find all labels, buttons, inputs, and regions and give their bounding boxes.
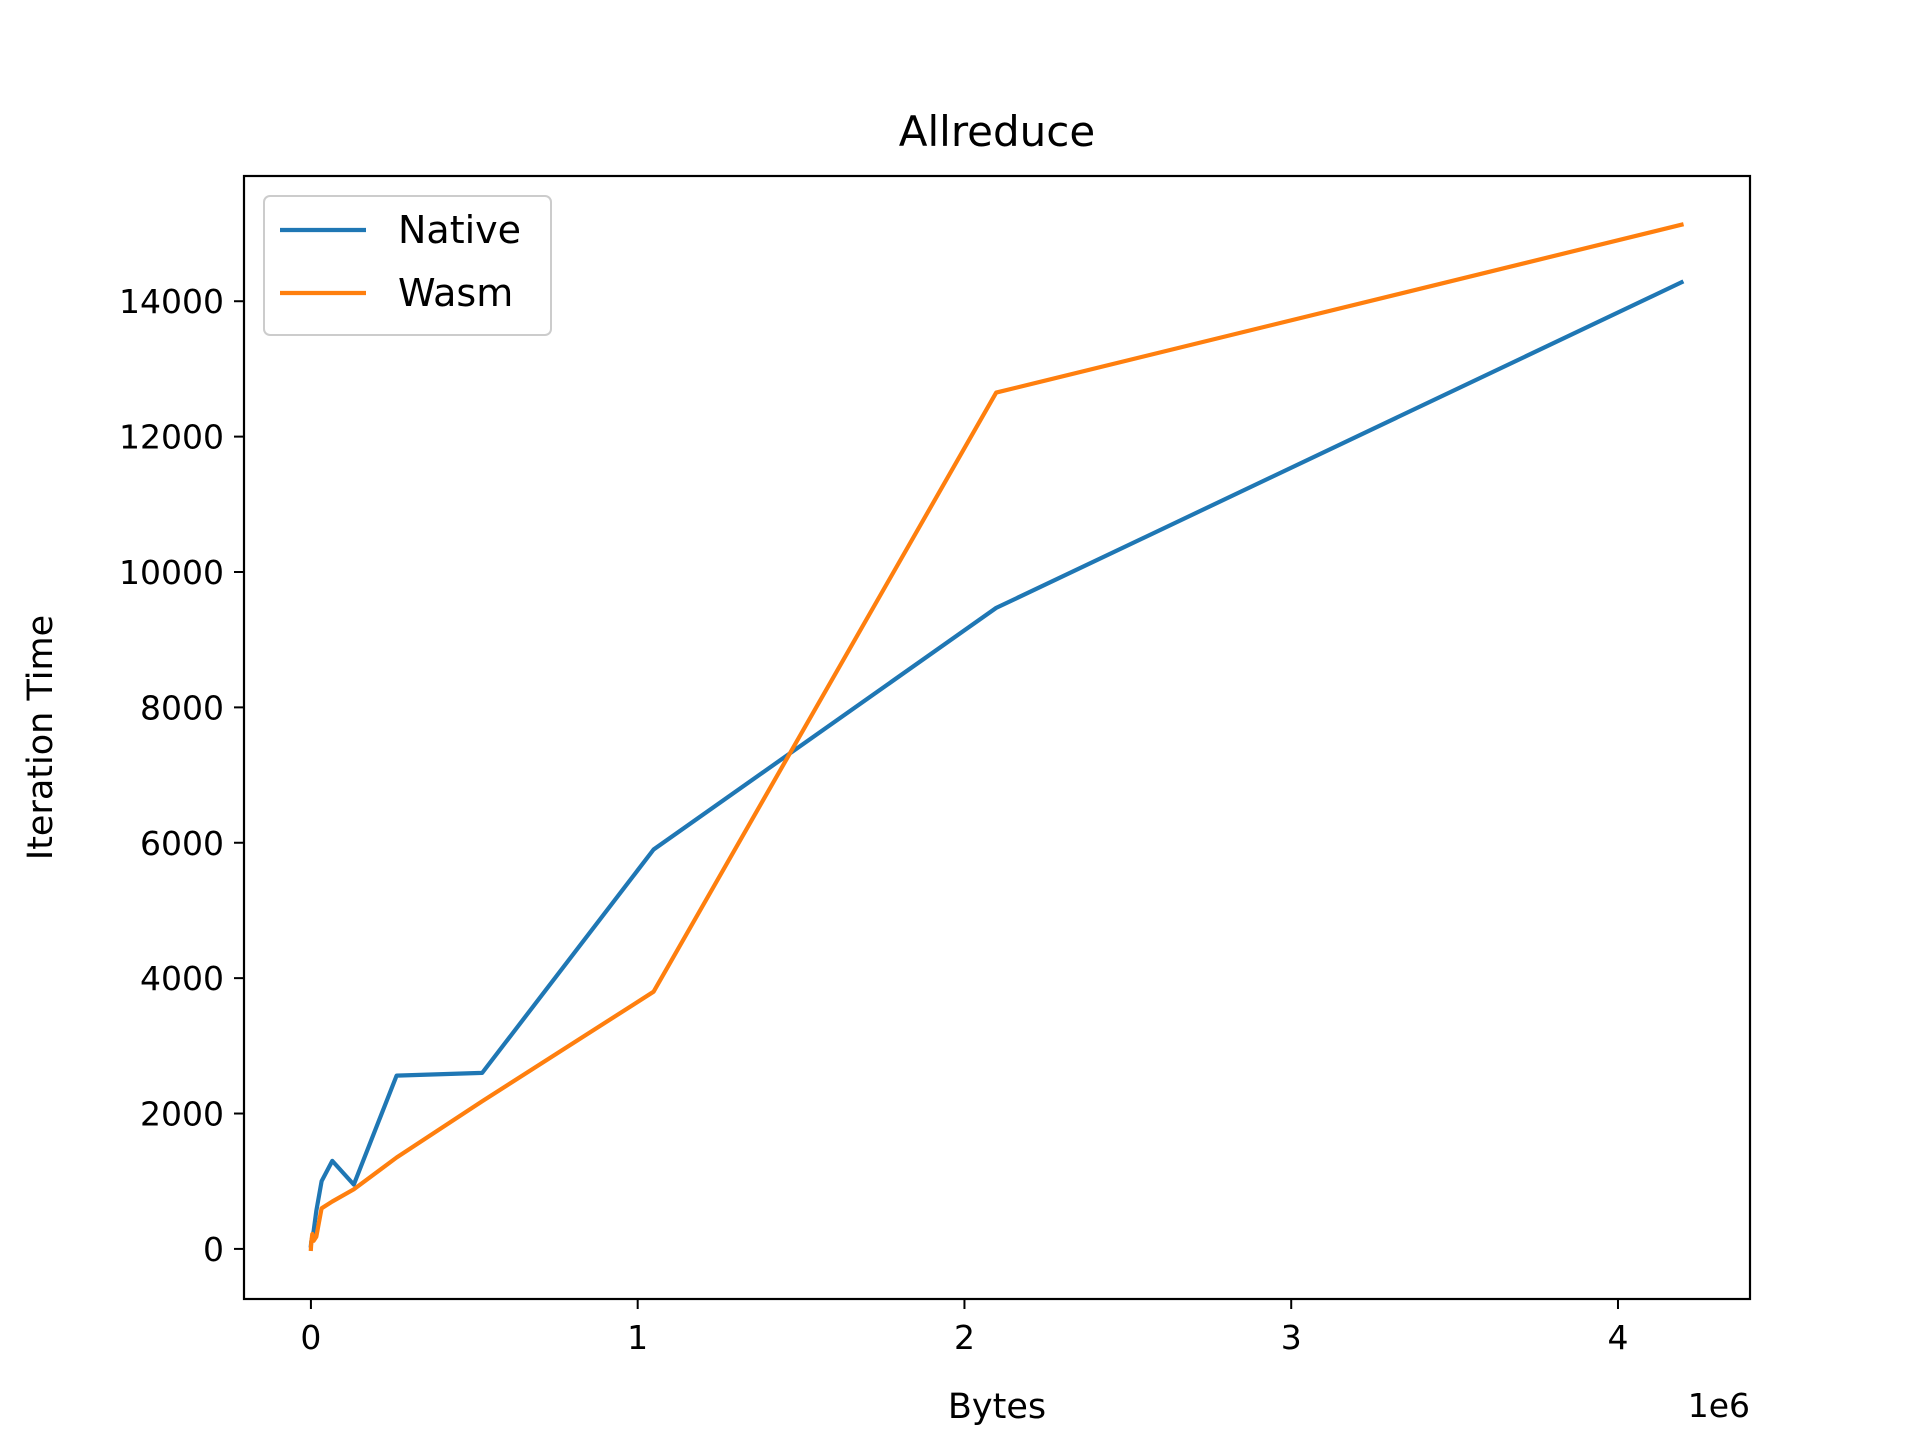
y-tick-label: 14000	[119, 282, 224, 321]
plot-area-frame	[242, 174, 1752, 1301]
y-tick-label: 4000	[140, 959, 224, 998]
legend: Native Wasm	[263, 195, 552, 336]
y-tick-label: 0	[203, 1230, 224, 1269]
plot-layer	[308, 222, 1685, 1252]
x-axis: 0 1 2 3 4	[300, 1299, 1628, 1357]
chart-title: Allreduce	[899, 107, 1095, 156]
y-tick-label: 12000	[119, 418, 224, 457]
y-tick-label: 8000	[140, 688, 224, 727]
x-tick-label: 3	[1281, 1318, 1302, 1357]
y-axis: 0 2000 4000 6000 8000 10000 12000 14000	[119, 282, 244, 1269]
series-line-wasm	[308, 222, 1685, 1252]
x-tick-label: 4	[1607, 1318, 1628, 1357]
y-axis-label: Iteration Time	[21, 615, 61, 860]
x-tick-label: 0	[300, 1318, 321, 1357]
x-tick-label: 1	[627, 1318, 648, 1357]
legend-label-native: Native	[398, 208, 521, 252]
x-axis-label: Bytes	[948, 1387, 1046, 1427]
x-tick-label: 2	[954, 1318, 975, 1357]
y-tick-label: 6000	[140, 824, 224, 863]
y-tick-label: 10000	[119, 553, 224, 592]
legend-label-wasm: Wasm	[398, 271, 513, 315]
x-axis-offset-text: 1e6	[1688, 1386, 1750, 1425]
y-tick-label: 2000	[140, 1095, 224, 1134]
